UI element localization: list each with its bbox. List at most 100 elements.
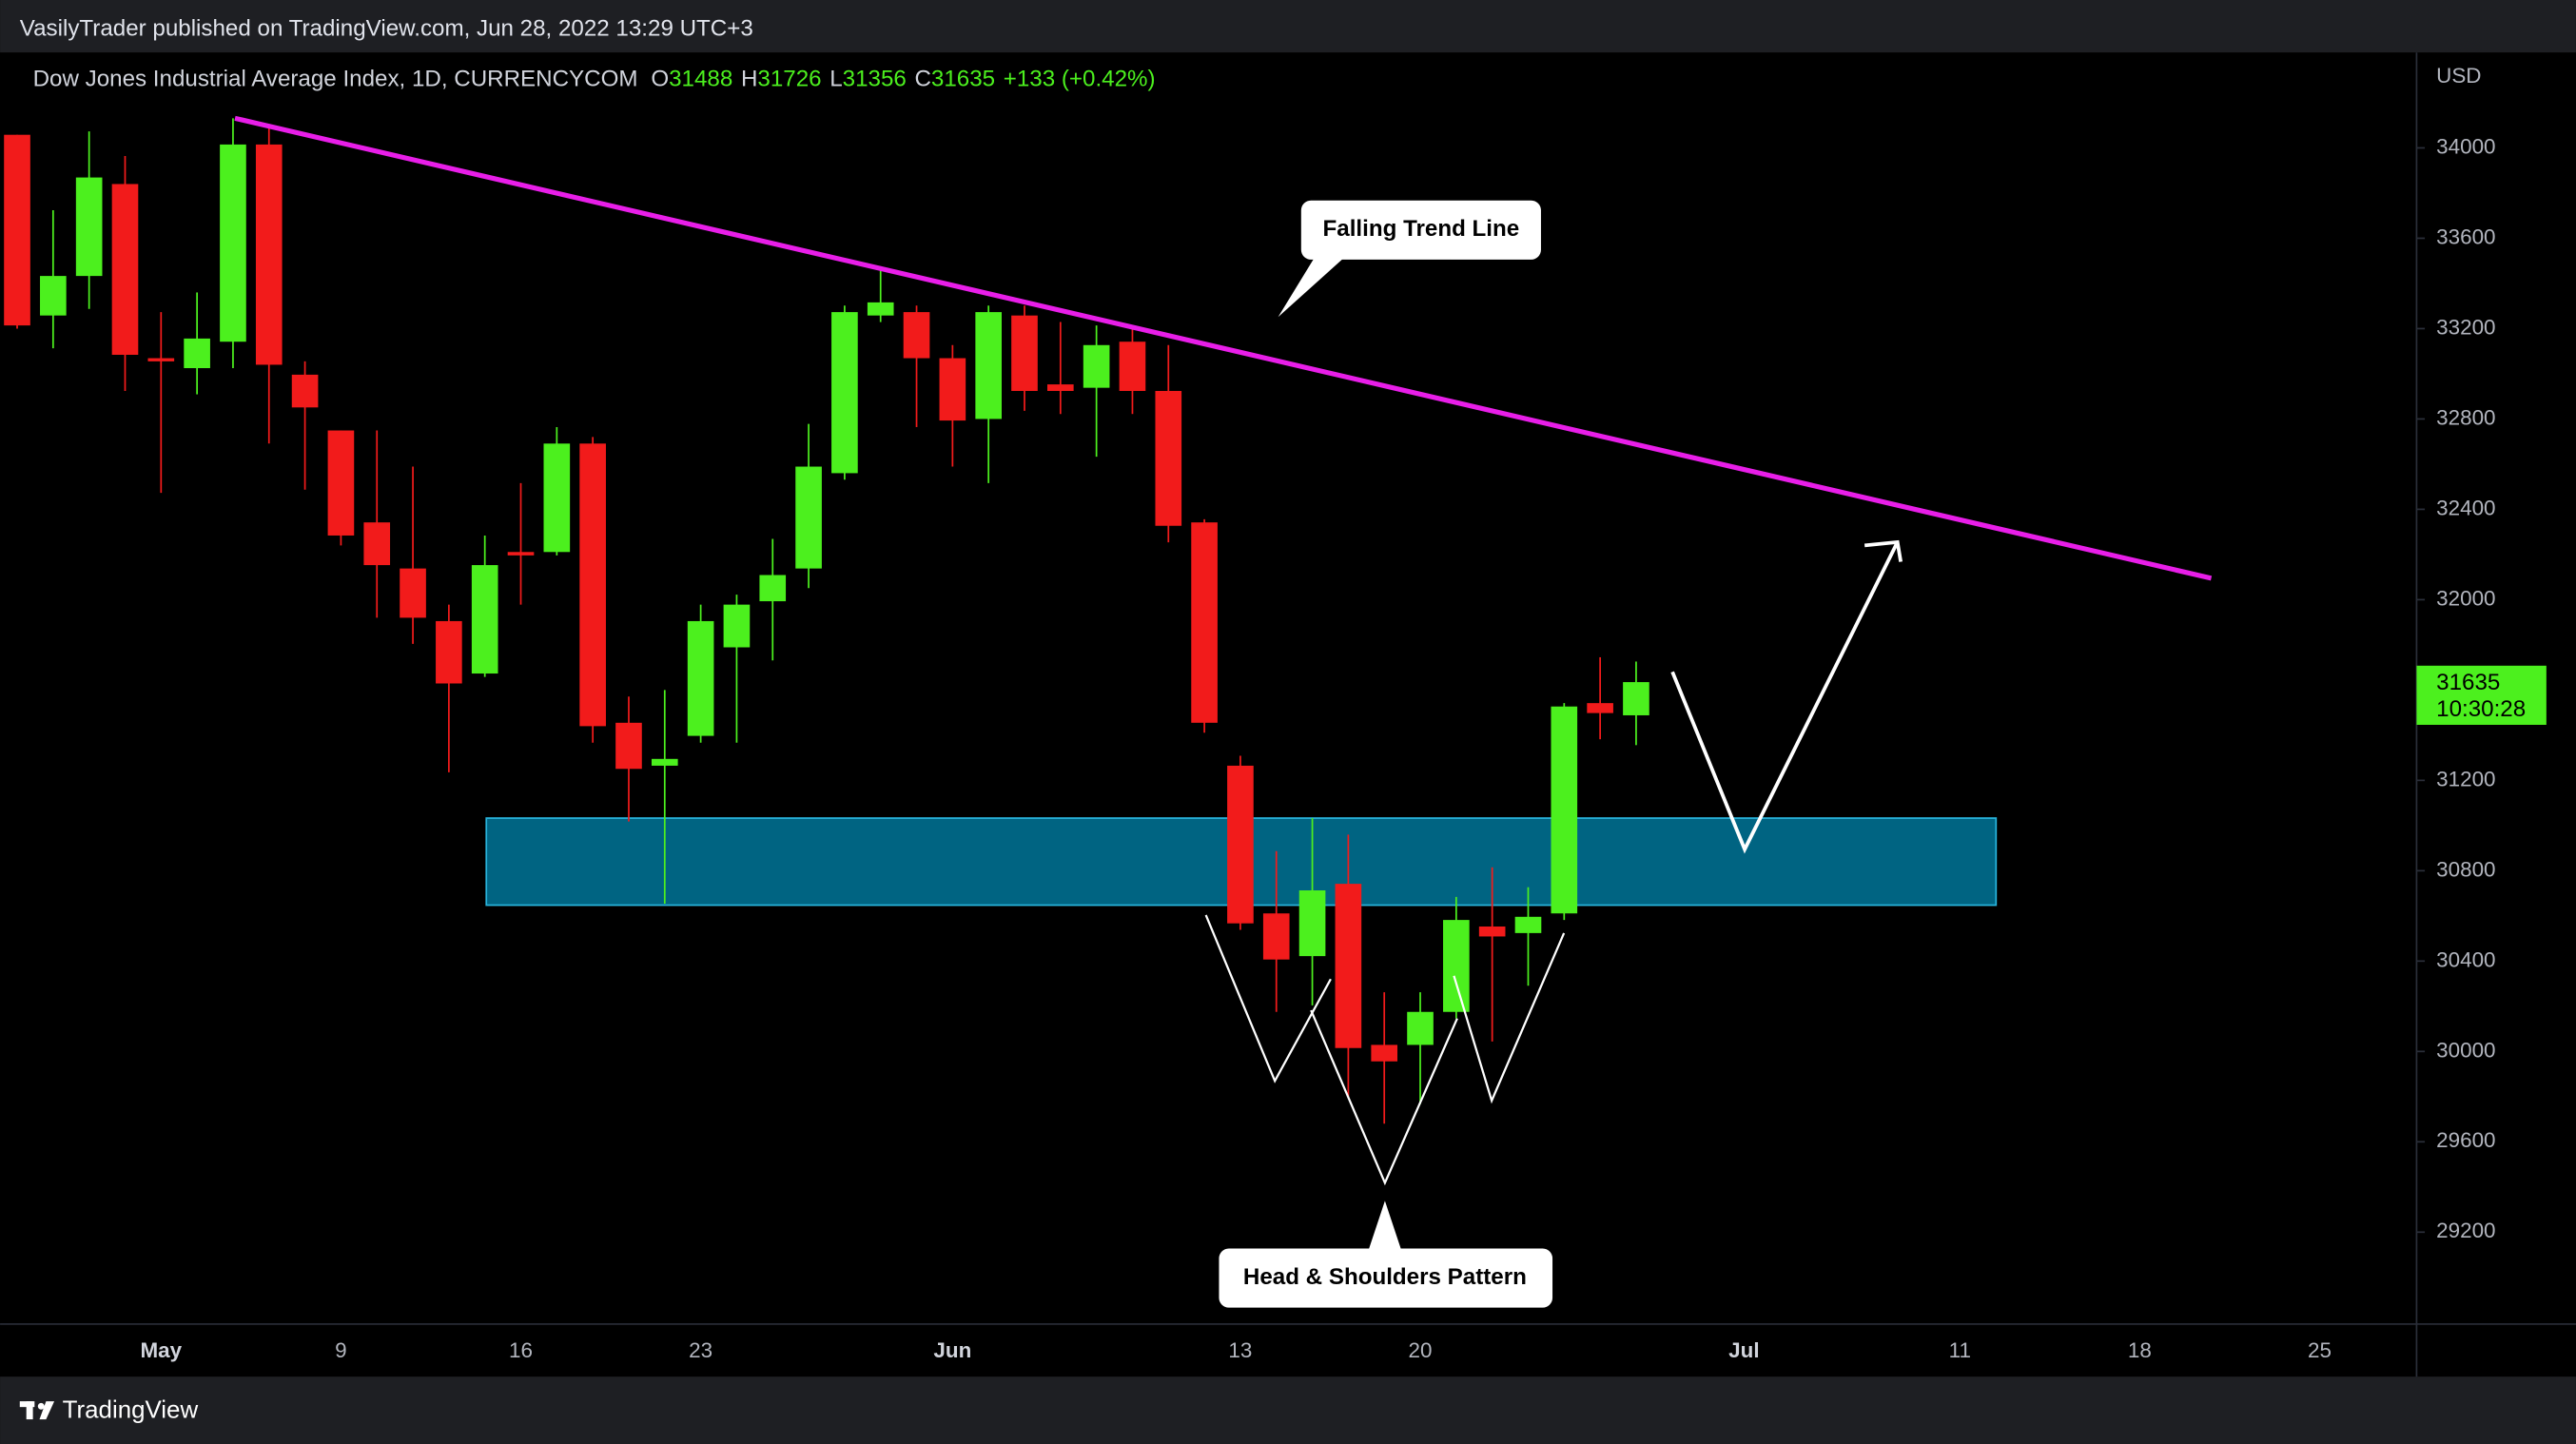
projection-arrow (1670, 539, 1903, 854)
x-tick-label: 20 (1409, 1338, 1433, 1362)
price-tag (2416, 665, 2547, 725)
candle-body (795, 466, 822, 569)
candle-body (1551, 706, 1578, 914)
candle-body (1587, 703, 1613, 713)
y-tick-label: 33600 (2436, 224, 2495, 248)
ohlc-value: 31488 (669, 67, 732, 92)
candle-body (1119, 341, 1146, 391)
candle-body (400, 568, 426, 618)
annotation: Falling Trend Line (1323, 216, 1520, 242)
x-tick-label: 23 (689, 1338, 712, 1362)
change-label: +133 (+0.42%) (1004, 67, 1156, 92)
legend-line: Dow Jones Industrial Average Index, 1D, … (33, 67, 1156, 92)
ohlc-value: 31635 (931, 67, 995, 92)
callout-trend: Falling Trend Line (1278, 200, 1541, 318)
candle-body (723, 604, 751, 648)
annotation: Head & Shoulders Pattern (1243, 1264, 1527, 1290)
candle-body (1443, 920, 1470, 1012)
candle-body (1155, 390, 1182, 526)
y-tick-label: 29200 (2436, 1219, 2495, 1242)
candle-body (4, 134, 30, 326)
candle-body (1227, 765, 1254, 924)
brand: TradingView (63, 1396, 199, 1423)
candle-body (759, 575, 787, 602)
y-tick-label: 30000 (2436, 1038, 2495, 1062)
y-tick-label: 30800 (2436, 857, 2495, 881)
y-tick-label: 30400 (2436, 947, 2495, 971)
candle-body (291, 374, 319, 408)
publisher: VasilyTrader published on TradingView.co… (20, 15, 753, 41)
candle-body (184, 338, 210, 368)
candle-body (867, 302, 894, 316)
countdown: 10:30:28 (2436, 696, 2526, 722)
y-tick-label: 31200 (2436, 767, 2495, 790)
candle-body (1623, 682, 1649, 715)
candle-body (1262, 913, 1290, 960)
candle-body (975, 312, 1002, 420)
candle-body (543, 443, 571, 553)
price-tag-value: 31635 (2436, 670, 2500, 695)
candle-body (507, 552, 535, 556)
y-tick-label: 32000 (2436, 586, 2495, 610)
candle-body (903, 312, 930, 359)
x-tick-label: 18 (2128, 1338, 2152, 1362)
candle-body (75, 177, 103, 277)
candle-body (1478, 927, 1506, 937)
candle-body (40, 276, 67, 316)
x-tick-label: 11 (1949, 1338, 1971, 1362)
ohlc-value: 31356 (843, 67, 907, 92)
ohlc-letter: C (914, 67, 930, 92)
x-tick-label: 9 (335, 1338, 346, 1362)
candle-body (471, 565, 498, 674)
y-tick-label: 32800 (2436, 405, 2495, 429)
candle-body (615, 722, 642, 770)
candle-body (1011, 315, 1038, 391)
candle-body (327, 430, 355, 536)
logo (19, 1401, 55, 1420)
x-tick-label: 13 (1228, 1338, 1252, 1362)
candle-body (939, 358, 966, 421)
candle-body (687, 620, 714, 736)
candles (4, 118, 1649, 1124)
x-tick-label: May (140, 1338, 182, 1362)
candle-body (651, 758, 678, 766)
x-tick-label: 16 (509, 1338, 533, 1362)
ohlc-letter: L (829, 67, 842, 92)
footer-bar (0, 1376, 2576, 1444)
chart-title: Dow Jones Industrial Average Index, 1D, … (33, 67, 638, 92)
candle-body (436, 620, 462, 684)
candle-body (111, 184, 139, 355)
candle-body (1298, 890, 1326, 957)
currency: USD (2436, 64, 2481, 88)
candle-body (1335, 884, 1362, 1048)
x-tick-label: Jun (933, 1338, 971, 1362)
top-bar (0, 0, 2576, 53)
candle-body (255, 144, 283, 365)
ohlc-value: 31726 (757, 67, 821, 92)
candle-body (1371, 1044, 1398, 1062)
candle-body (1191, 522, 1218, 723)
y-tick-label: 34000 (2436, 134, 2495, 158)
candle-body (579, 443, 606, 727)
ohlc-letter: H (741, 67, 757, 92)
candle-body (1047, 384, 1074, 391)
pattern-lines (1204, 914, 1566, 1186)
ohlc-letter: O (651, 67, 669, 92)
x-tick-label: 25 (2308, 1338, 2332, 1362)
candle-body (1407, 1011, 1434, 1045)
candle-body (831, 312, 858, 474)
chart-area (0, 52, 2576, 1377)
y-tick-label: 32400 (2436, 496, 2495, 519)
trend-line (234, 115, 2213, 581)
candle-body (220, 144, 246, 342)
candle-body (363, 522, 391, 566)
candle-body (147, 358, 175, 361)
callout-pattern: Head & Shoulders Pattern (1219, 1200, 1553, 1308)
candle-body (1083, 344, 1110, 388)
y-tick-label: 29600 (2436, 1128, 2495, 1152)
y-tick-label: 33200 (2436, 315, 2495, 339)
x-tick-label: Jul (1728, 1338, 1759, 1362)
candle-body (1514, 916, 1542, 933)
